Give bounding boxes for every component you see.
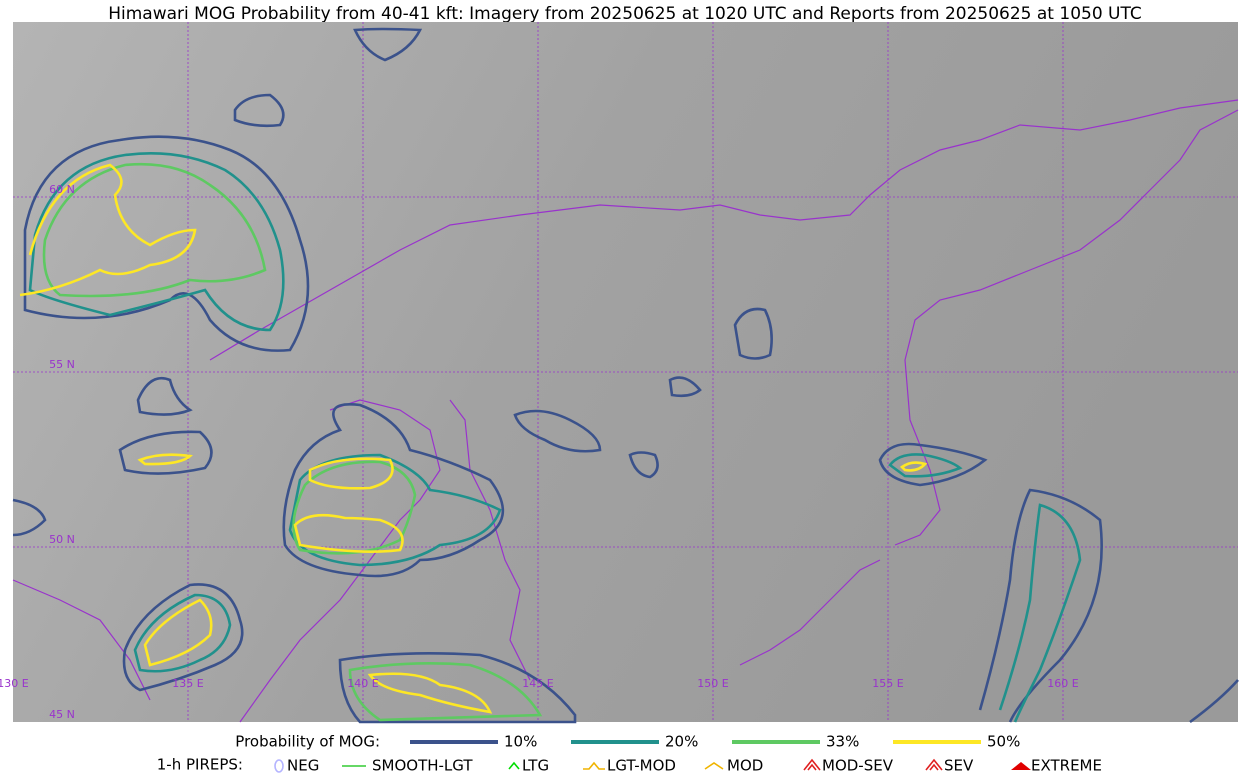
lon-label: 160 E — [1047, 677, 1078, 690]
pirep-icon — [1011, 762, 1031, 770]
title: Himawari MOG Probability from 40-41 kft:… — [108, 4, 1142, 24]
lon-label: 150 E — [697, 677, 728, 690]
legend-label: 20% — [665, 733, 698, 751]
pirep-label: MOD-SEV — [822, 757, 894, 775]
legend-label: 33% — [826, 733, 859, 751]
pirep-icon — [508, 761, 520, 770]
lon-label: 155 E — [872, 677, 903, 690]
legend: Probability of MOG: 10% 20% 33% 50% — [235, 733, 1020, 751]
lat-label: 50 N — [49, 533, 75, 546]
pirep-icon — [803, 758, 821, 771]
lon-label: 145 E — [522, 677, 553, 690]
contours — [12, 27, 1239, 724]
pirep-label: LGT-MOD — [607, 757, 676, 775]
lat-label: 45 N — [49, 708, 75, 721]
pirep-icon — [274, 759, 284, 773]
lat-label: 60 N — [49, 183, 75, 196]
graticule — [13, 22, 1238, 722]
pirep-icon — [925, 758, 943, 771]
pirep-legend: 1-h PIREPS: NEG SMOOTH-LGT LTG LGT-MOD MOD MO… — [157, 756, 1102, 775]
pirep-label: EXTREME — [1031, 757, 1102, 775]
legend-label: 50% — [987, 733, 1020, 751]
map: 130 E 135 E 140 E 145 E 150 E 155 E 160 E 60 N 5… — [0, 22, 1239, 724]
pirep-label: MOD — [727, 757, 763, 775]
pirep-icon — [583, 761, 605, 770]
lon-label: 130 E — [0, 677, 29, 690]
pirep-title: 1-h PIREPS: — [157, 756, 243, 774]
lon-label: 140 E — [347, 677, 378, 690]
lat-label: 55 N — [49, 358, 75, 371]
pirep-label: NEG — [287, 757, 319, 775]
pirep-label: SMOOTH-LGT — [372, 757, 473, 775]
coastlines — [12, 99, 1239, 723]
geo-labels: 130 E 135 E 140 E 145 E 150 E 155 E 160 E 60 N 5… — [0, 183, 1079, 721]
pirep-icon — [704, 762, 724, 770]
legend-title: Probability of MOG: — [235, 733, 380, 751]
legend-label: 10% — [504, 733, 537, 751]
pirep-label: LTG — [522, 757, 549, 775]
pirep-label: SEV — [944, 757, 974, 775]
lon-label: 135 E — [172, 677, 203, 690]
